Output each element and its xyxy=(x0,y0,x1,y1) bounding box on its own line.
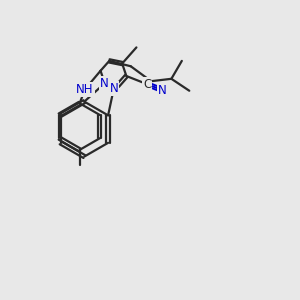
Text: N: N xyxy=(158,84,167,97)
Text: N: N xyxy=(110,82,118,95)
Text: C: C xyxy=(143,78,151,91)
Text: N: N xyxy=(100,77,109,90)
Text: NH: NH xyxy=(76,83,94,96)
